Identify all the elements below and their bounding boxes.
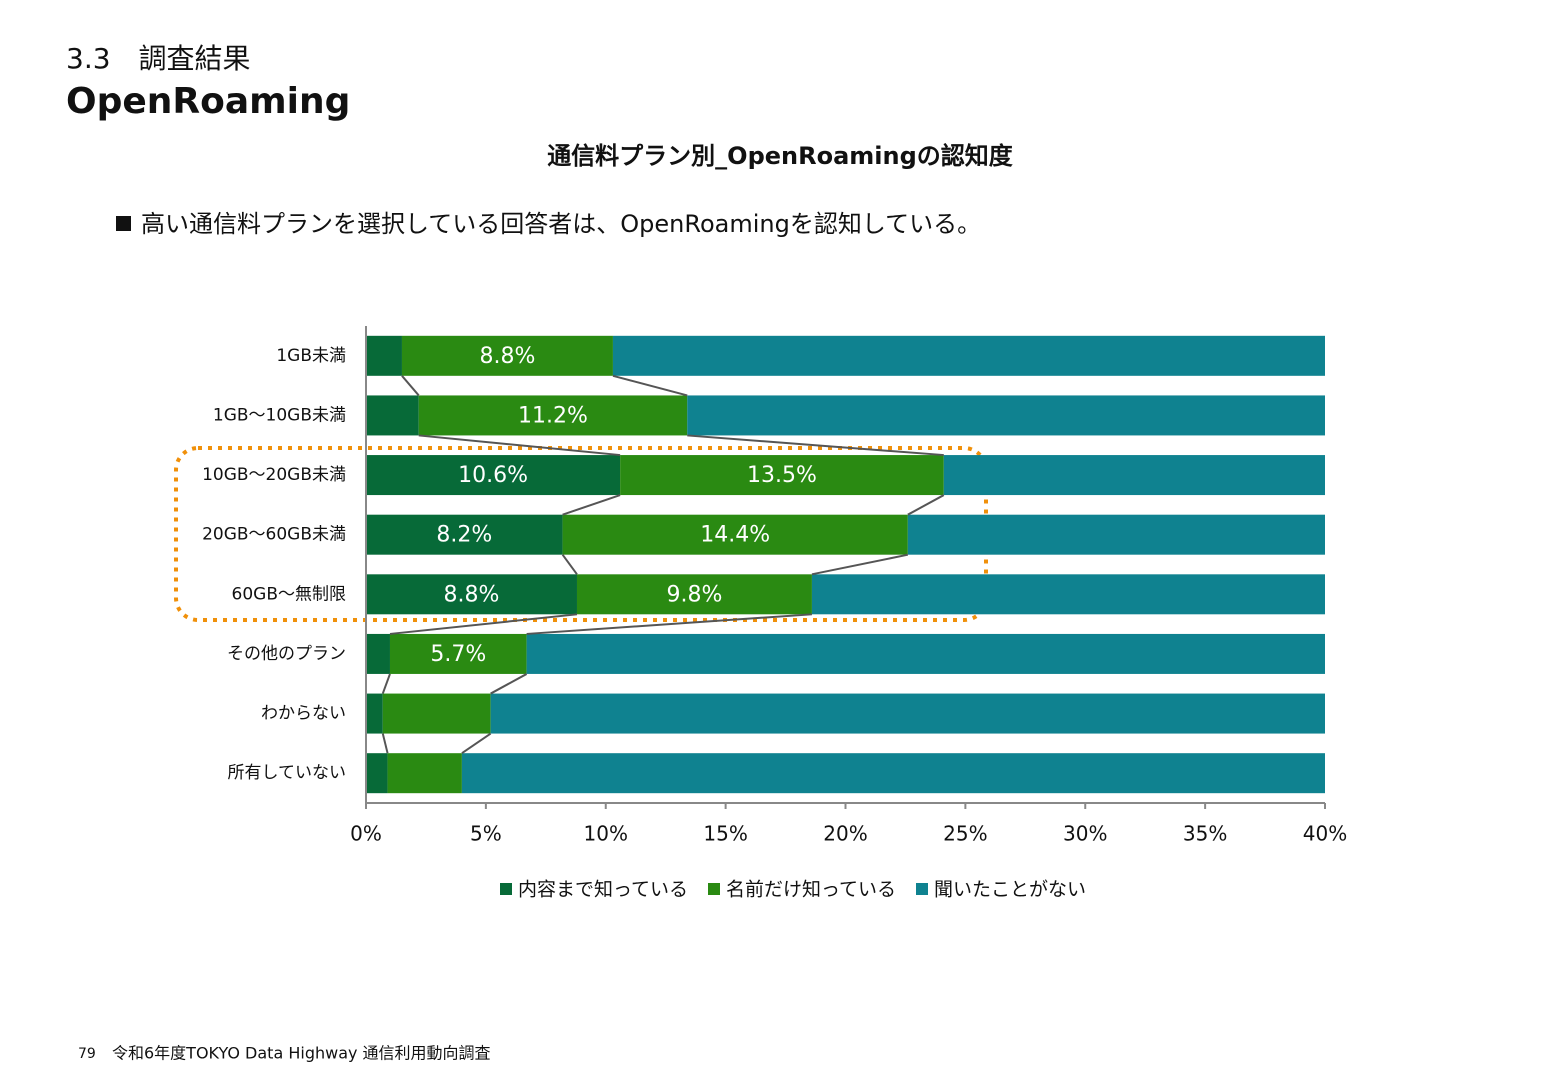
data-label: 8.8%: [479, 344, 535, 369]
series-line: [381, 673, 391, 694]
bar-segment: [907, 514, 1325, 555]
bar-segment: [389, 633, 527, 674]
bar-segment: [401, 335, 613, 376]
x-tick-label: 15%: [703, 822, 747, 846]
bar-segment: [366, 455, 621, 496]
x-tick-label: 10%: [584, 822, 628, 846]
data-label: 8.8%: [444, 582, 500, 607]
bar-segment: [366, 395, 419, 436]
bar-segment: [562, 514, 908, 555]
x-tick-label: 30%: [1063, 822, 1107, 846]
series-line: [561, 554, 578, 575]
series-line: [907, 494, 945, 516]
category-label: その他のプラン: [227, 644, 346, 664]
data-label: 5.7%: [430, 642, 486, 667]
series-line: [418, 434, 621, 457]
category-label: 60GB～無制限: [232, 584, 346, 604]
series-line: [526, 613, 813, 635]
bar-segment: [620, 455, 944, 496]
data-label: 11.2%: [518, 403, 588, 428]
bar-segment: [366, 753, 388, 794]
bar-segment: [418, 395, 688, 436]
highlight-box: [174, 446, 988, 622]
series-line: [461, 732, 492, 755]
x-tick-label: 20%: [823, 822, 867, 846]
bar-segment: [461, 753, 1325, 794]
category-label: 10GB～20GB未満: [202, 465, 346, 485]
legend-label: 聞いたことがない: [934, 879, 1086, 901]
page-number: 79: [78, 1046, 96, 1062]
bullet: [116, 216, 131, 231]
x-tick-label: 0%: [350, 822, 382, 846]
series-line: [381, 733, 389, 754]
category-label: わからない: [261, 704, 346, 724]
x-tick-label: 40%: [1303, 822, 1347, 846]
category-label: 1GB未満: [276, 346, 346, 366]
bar-segment: [366, 633, 390, 674]
bar-segment: [490, 693, 1325, 734]
legend-swatch: [916, 883, 928, 895]
bar-segment: [366, 693, 383, 734]
series-line: [490, 673, 528, 695]
category-label: 20GB～60GB未満: [202, 525, 346, 545]
bar-segment: [526, 633, 1325, 674]
bar-segment: [811, 574, 1325, 615]
legend-swatch: [708, 883, 720, 895]
chart-title: 通信料プラン別_OpenRoamingの認知度: [547, 142, 1014, 170]
data-label: 13.5%: [747, 463, 817, 488]
x-tick-label: 35%: [1183, 822, 1227, 846]
category-label: 所有していない: [228, 763, 347, 783]
bar-segment: [612, 335, 1325, 376]
section-heading: 3.3 調査結果: [66, 42, 251, 75]
legend-label: 名前だけ知っている: [726, 879, 896, 901]
series-line: [612, 374, 688, 397]
x-tick-label: 25%: [943, 822, 987, 846]
bar-segment: [687, 395, 1325, 436]
data-label: 14.4%: [700, 523, 770, 548]
bar-segment: [576, 574, 812, 615]
data-label: 9.8%: [667, 582, 723, 607]
series-line: [401, 375, 420, 397]
series-line: [389, 613, 578, 635]
legend-label: 内容まで知っている: [518, 879, 688, 901]
bar-segment: [366, 514, 563, 555]
x-tick-label: 5%: [470, 822, 502, 846]
series-line: [811, 553, 909, 576]
bar-segment: [366, 335, 402, 376]
footer-text: 令和6年度TOKYO Data Highway 通信利用動向調査: [112, 1044, 491, 1063]
page-title: OpenRoaming: [66, 81, 350, 122]
data-label: 8.2%: [436, 523, 492, 548]
legend-swatch: [500, 883, 512, 895]
category-label: 1GB～10GB未満: [213, 405, 346, 425]
bar-segment: [382, 693, 491, 734]
bar-segment: [387, 753, 462, 794]
note: 高い通信料プランを選択している回答者は、OpenRoamingを認知している。: [141, 210, 981, 238]
data-label: 10.6%: [458, 463, 528, 488]
series-line: [562, 494, 621, 516]
bar-segment: [943, 455, 1325, 496]
series-line: [687, 434, 944, 457]
plot: [366, 335, 1325, 794]
bar-segment: [366, 574, 577, 615]
